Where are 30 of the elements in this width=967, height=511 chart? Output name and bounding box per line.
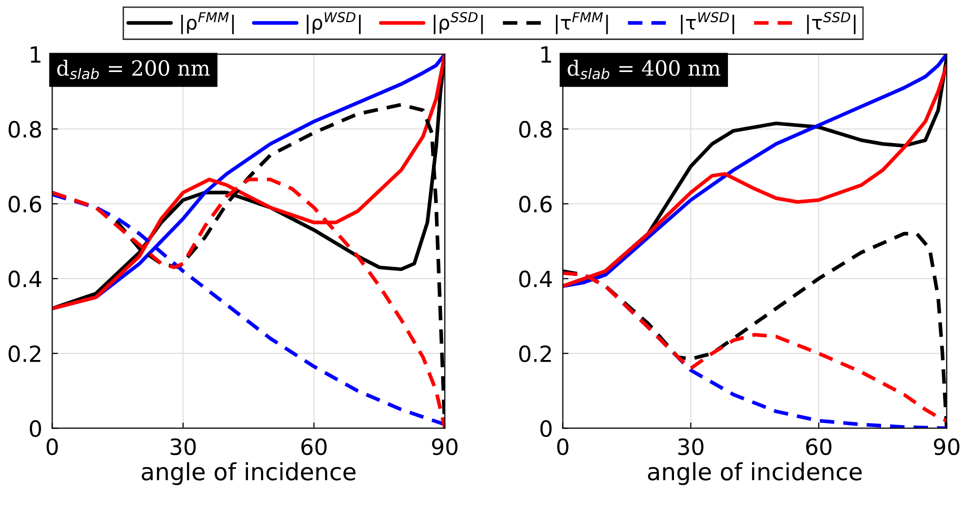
legend-label: |τ$^{SSD}$| (807, 12, 856, 34)
y-tick-label: 0.4 (519, 270, 552, 288)
x-tick-label: 30 (678, 438, 704, 456)
x-tick-label: 30 (170, 438, 196, 456)
x-axis-title: angle of incidence (648, 462, 862, 486)
legend-label: |τ$^{FMM}$| (556, 12, 608, 34)
x-tick-label: 90 (934, 438, 960, 456)
x-tick-label: 0 (557, 438, 568, 456)
x-axis-title: angle of incidence (142, 462, 356, 486)
y-tick-label: 0.2 (519, 345, 551, 362)
x-tick-label: 90 (432, 438, 458, 456)
legend-label: |ρ$^{SSD}$| (434, 12, 483, 34)
y-tick-label: 0.6 (8, 196, 42, 213)
annotation: d$_{slab}$ = 200 nm (57, 60, 210, 80)
x-tick-label: 60 (301, 438, 327, 456)
x-tick-label: 60 (806, 438, 832, 456)
x-tick-label: 0 (46, 438, 58, 456)
y-tick-label: 1 (30, 46, 40, 63)
y-tick-label: 0.4 (8, 270, 42, 288)
legend-label: |ρ$^{FMM}$| (181, 12, 234, 34)
legend-label: |τ$^{WSD}$| (680, 12, 734, 34)
y-tick-label: 0.8 (519, 120, 552, 138)
y-tick-label: 0 (540, 420, 552, 437)
y-tick-label: 0.8 (8, 120, 41, 138)
y-tick-label: 0.2 (8, 345, 40, 362)
legend-label: |ρ$^{WSD}$| (306, 12, 361, 34)
y-tick-label: 1 (541, 46, 552, 63)
annotation: d$_{slab}$ = 400 nm (568, 60, 720, 80)
y-tick-label: 0.6 (519, 196, 552, 213)
y-tick-label: 0 (30, 420, 42, 437)
